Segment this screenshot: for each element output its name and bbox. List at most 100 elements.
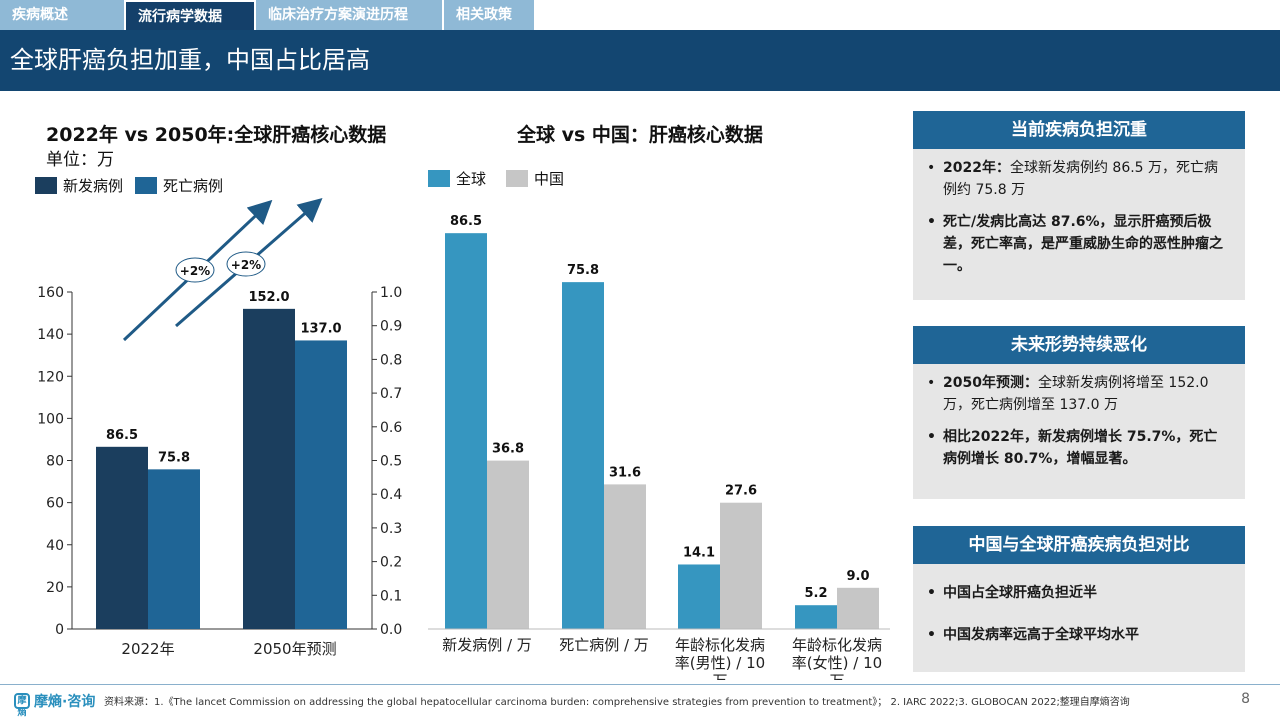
panel-bullet: 中国发病率远高于全球平均水平 xyxy=(927,624,1231,646)
y2-tick-label: 0.7 xyxy=(380,386,402,402)
legend-item-new-cases: 新发病例 xyxy=(35,175,123,196)
panel-body: 2022年：全球新发病例约 86.5 万，死亡病例约 75.8 万 死亡/发病比… xyxy=(913,149,1245,295)
y2-tick-label: 0.0 xyxy=(380,622,402,638)
x-category-label: 年龄标化发病率(男性) / 10万 xyxy=(675,636,765,680)
panel-bullet: 相比2022年，新发病例增长 75.7%，死亡病例增长 80.7%，增幅显著。 xyxy=(927,426,1231,470)
footer: 摩熵 摩熵·咨询 资料来源：1.《The lancet Commission o… xyxy=(0,684,1280,720)
y-tick-label: 100 xyxy=(37,411,64,427)
bar xyxy=(837,587,879,629)
tab-epidemiology[interactable]: 流行病学数据 xyxy=(126,0,254,30)
panel-bullet: 死亡/发病比高达 87.6%，显示肝癌预后极差，死亡率高，是严重威胁生命的恶性肿… xyxy=(927,211,1231,277)
y-tick-label: 60 xyxy=(46,496,64,512)
bar xyxy=(96,446,148,629)
x-category-label: 2050年预测 xyxy=(253,640,336,658)
growth-badge-label: +2% xyxy=(231,258,261,272)
y2-tick-label: 0.1 xyxy=(380,588,402,604)
tab-policies[interactable]: 相关政策 xyxy=(444,0,534,30)
panel-body: 中国占全球肝癌负担近半 中国发病率远高于全球平均水平 xyxy=(913,564,1245,664)
bar-value-label: 9.0 xyxy=(846,569,869,584)
panel-current-burden: 当前疾病负担沉重 2022年：全球新发病例约 86.5 万，死亡病例约 75.8… xyxy=(913,111,1245,300)
panel-china-vs-global: 中国与全球肝癌疾病负担对比 中国占全球肝癌负担近半 中国发病率远高于全球平均水平 xyxy=(913,526,1245,672)
panel-future-trend: 未来形势持续恶化 2050年预测：全球新发病例将增至 152.0 万，死亡病例增… xyxy=(913,326,1245,499)
tab-treatment-history[interactable]: 临床治疗方案演进历程 xyxy=(256,0,442,30)
x-category-label: 年龄标化发病率(女性) / 10万 xyxy=(792,636,882,680)
bar xyxy=(562,282,604,629)
bullet-text: 相比2022年，新发病例增长 75.7%，死亡病例增长 80.7%，增幅显著。 xyxy=(943,429,1218,467)
bullet-text: 全球新发病例约 86.5 万，死亡病例约 75.8 万 xyxy=(943,160,1219,198)
bullet-lead: 2050年预测： xyxy=(943,375,1038,391)
bar xyxy=(148,469,200,629)
bar xyxy=(487,460,529,629)
bar-value-label: 75.8 xyxy=(567,263,599,278)
x-category-label-line: 率(女性) / 10 xyxy=(792,654,882,672)
growth-badge xyxy=(175,257,215,283)
legend-swatch xyxy=(428,170,450,187)
legend-label: 全球 xyxy=(456,170,487,188)
y2-tick-label: 0.5 xyxy=(380,454,402,470)
y-tick-label: 120 xyxy=(37,369,64,385)
x-category-label-line: 年龄标化发病 xyxy=(792,636,882,654)
brand-logo: 摩熵 摩熵·咨询 xyxy=(14,691,95,718)
legend-item-china: 中国 xyxy=(506,168,564,189)
panel-bullet: 2050年预测：全球新发病例将增至 152.0 万，死亡病例增至 137.0 万 xyxy=(927,372,1231,416)
y-tick-label: 80 xyxy=(46,454,64,470)
bar-value-label: 75.8 xyxy=(158,450,190,465)
bar xyxy=(445,233,487,629)
x-category-label: 死亡病例 / 万 xyxy=(559,636,649,654)
bar-value-label: 14.1 xyxy=(683,545,715,560)
tab-disease-overview[interactable]: 疾病概述 xyxy=(0,0,124,30)
legend-item-global: 全球 xyxy=(428,168,486,189)
left-chart-unit: 单位：万 xyxy=(46,150,114,170)
bar-value-label: 152.0 xyxy=(248,290,289,305)
middle-chart-legend: 全球 中国 xyxy=(428,168,576,189)
panel-header: 未来形势持续恶化 xyxy=(913,326,1245,364)
bullet-text: 全球新发病例将增至 152.0 万，死亡病例增至 137.0 万 xyxy=(943,375,1209,413)
y2-tick-label: 0.8 xyxy=(380,352,402,368)
x-category-label-line: 率(男性) / 10 xyxy=(675,654,765,672)
y2-tick-label: 1.0 xyxy=(380,285,402,301)
legend-swatch xyxy=(506,170,529,187)
panel-header: 当前疾病负担沉重 xyxy=(913,111,1245,149)
legend-label: 新发病例 xyxy=(63,177,124,195)
legend-swatch xyxy=(135,177,158,194)
page-title: 全球肝癌负担加重，中国占比居高 xyxy=(10,46,370,74)
legend-label: 死亡病例 xyxy=(163,177,224,195)
bar-value-label: 137.0 xyxy=(300,321,341,336)
panel-bullet: 中国占全球肝癌负担近半 xyxy=(927,582,1231,604)
y2-tick-label: 0.9 xyxy=(380,319,402,335)
y-tick-label: 160 xyxy=(37,285,64,301)
page-number: 8 xyxy=(1241,691,1250,707)
x-category-label-line: 死亡病例 / 万 xyxy=(559,636,649,654)
legend-swatch xyxy=(35,177,57,194)
bar xyxy=(678,564,720,629)
panel-body: 2050年预测：全球新发病例将增至 152.0 万，死亡病例增至 137.0 万… xyxy=(913,364,1245,488)
title-bar: 全球肝癌负担加重，中国占比居高 xyxy=(0,30,1280,91)
x-category-label-line: 万 xyxy=(829,672,844,680)
left-chart-legend: 新发病例 死亡病例 xyxy=(35,175,235,196)
bar xyxy=(243,308,295,629)
x-category-label: 新发病例 / 万 xyxy=(442,636,532,654)
x-category-label-line: 万 xyxy=(712,672,727,680)
bar-value-label: 86.5 xyxy=(106,428,138,443)
source-note: 资料来源：1.《The lancet Commission on address… xyxy=(104,697,1130,708)
y-tick-label: 0 xyxy=(55,622,64,638)
bar xyxy=(720,502,762,629)
x-category-label: 2022年 xyxy=(121,640,174,658)
x-category-label-line: 新发病例 / 万 xyxy=(442,636,532,654)
section-tabs: 疾病概述 流行病学数据 临床治疗方案演进历程 相关政策 xyxy=(0,0,536,30)
bar-value-label: 86.5 xyxy=(450,214,482,229)
bar-value-label: 5.2 xyxy=(804,586,827,601)
y-tick-label: 20 xyxy=(46,580,64,596)
panel-header: 中国与全球肝癌疾病负担对比 xyxy=(913,526,1245,564)
bar xyxy=(604,484,646,629)
left-chart-title: 2022年 vs 2050年:全球肝癌核心数据 xyxy=(46,124,387,146)
legend-item-deaths: 死亡病例 xyxy=(135,175,223,196)
y-tick-label: 140 xyxy=(37,327,64,343)
legend-label: 中国 xyxy=(534,170,565,188)
y2-tick-label: 0.6 xyxy=(380,420,402,436)
bullet-lead: 2022年： xyxy=(943,160,1010,176)
middle-bar-chart: 86.5 36.8 75.8 31.6 14.1 27.6 5.2 9.0 新发病例 / 万 死… xyxy=(428,214,890,680)
bar-value-label: 27.6 xyxy=(725,484,757,499)
y2-tick-label: 0.3 xyxy=(380,521,402,537)
y2-tick-label: 0.4 xyxy=(380,487,402,503)
